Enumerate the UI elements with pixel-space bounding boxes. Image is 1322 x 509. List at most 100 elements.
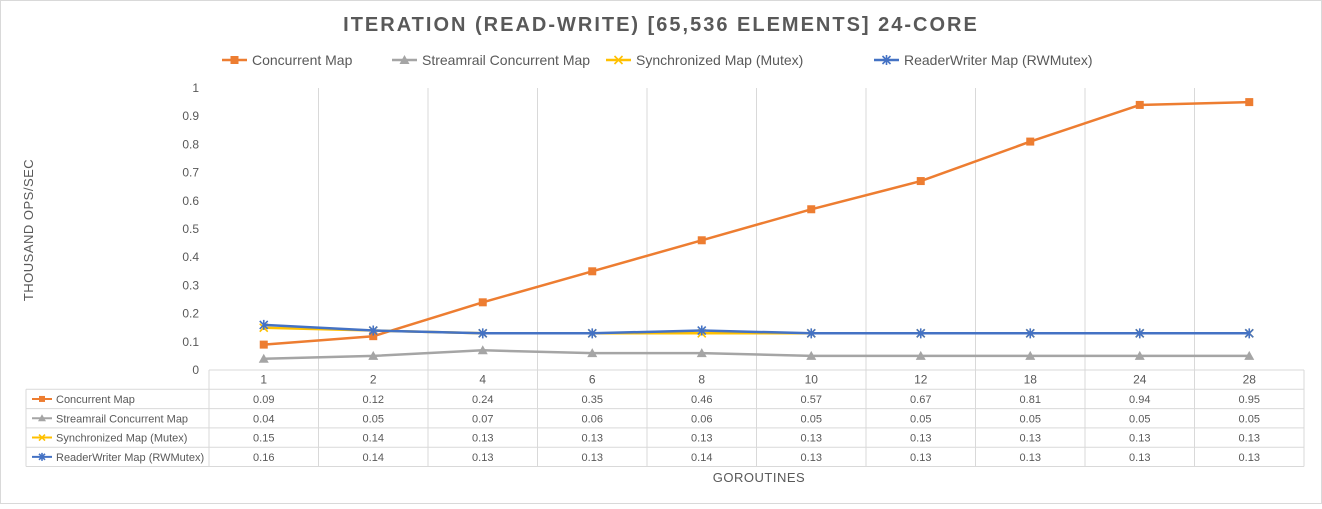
table-cell-value: 0.57 [801, 394, 822, 406]
data-point [915, 350, 926, 360]
x-tick-label: 2 [370, 373, 377, 387]
table-row-synchronized-map-mutex: Synchronized Map (Mutex) 0.15 0.14 0.13 0.13… [32, 433, 1260, 445]
table-cell-value: 0.81 [1020, 394, 1041, 406]
x-tick-label: 28 [1243, 373, 1257, 387]
data-point [1135, 100, 1144, 109]
table-cell-value: 0.94 [1129, 394, 1150, 406]
table-cell-value: 0.14 [691, 452, 712, 464]
y-tick-label: 0.9 [182, 109, 199, 123]
table-series-label: Streamrail Concurrent Map [56, 413, 188, 425]
table-cell-value: 0.13 [801, 433, 822, 445]
data-point [916, 328, 926, 339]
data-point [477, 345, 488, 355]
legend-label: Concurrent Map [252, 52, 353, 68]
data-point [1244, 328, 1254, 339]
table-cell-value: 0.46 [691, 394, 712, 406]
table-cell-value: 0.09 [253, 394, 274, 406]
table-cell-value: 0.35 [582, 394, 603, 406]
y-tick-label: 0.6 [182, 194, 199, 208]
data-point [259, 340, 268, 349]
series-line [263, 100, 1250, 346]
data-point [588, 267, 597, 276]
table-legend-marker [39, 395, 45, 402]
table-cell-value: 0.05 [1239, 413, 1260, 425]
legend-label: Synchronized Map (Mutex) [636, 52, 803, 68]
table-row-readerwriter-map-rwmutex: ReaderWriter Map (RWMutex) 0.16 0.14 0.13 0.… [32, 452, 1260, 464]
table-cell-value: 0.13 [1129, 452, 1150, 464]
y-tick-label: 0 [192, 363, 199, 377]
legend-marker [399, 55, 410, 64]
data-point [259, 319, 269, 330]
data-point [916, 177, 925, 186]
chart-title: ITERATION (READ-WRITE) [65,536 ELEMENTS]… [343, 14, 979, 36]
table-cell-value: 0.12 [363, 394, 384, 406]
table-cell-value: 0.07 [472, 413, 493, 425]
table-cell-value: 0.13 [582, 452, 603, 464]
table-cell-value: 0.13 [1239, 452, 1260, 464]
x-tick-label: 12 [914, 373, 928, 387]
series-line [263, 349, 1250, 360]
x-tick-label: 1 [260, 373, 267, 387]
plot-area: 0 0.1 0.2 0.3 0.4 0.5 0.6 0.7 0.8 0.9 1 [182, 81, 1255, 377]
table-cell-value: 0.05 [1020, 413, 1041, 425]
x-axis-title: GOROUTINES [713, 470, 805, 485]
data-point [368, 350, 379, 360]
table-cell-value: 0.14 [363, 452, 384, 464]
y-tick-label: 0.3 [182, 278, 199, 292]
data-point [478, 298, 487, 307]
table-row-streamrail-concurrent-map: Streamrail Concurrent Map 0.04 0.05 0.07 0.0… [32, 413, 1260, 425]
legend-marker [230, 56, 239, 64]
data-point [587, 348, 598, 358]
y-axis-title: THOUSAND OPS/SEC [21, 159, 36, 301]
table-cell-value: 0.13 [472, 452, 493, 464]
y-tick-label: 0.4 [182, 250, 199, 264]
legend-marker [881, 55, 892, 65]
table-cell-value: 0.13 [472, 433, 493, 445]
data-point [1244, 350, 1255, 360]
table-cell-value: 0.13 [691, 433, 712, 445]
data-point [258, 353, 269, 363]
data-point [587, 328, 597, 339]
table-cell-value: 0.15 [253, 433, 274, 445]
table-legend-marker [38, 433, 46, 442]
data-point [368, 325, 378, 336]
y-tick-label: 0.2 [182, 307, 199, 321]
y-tick-label: 0.5 [182, 222, 199, 236]
table-cell-value: 0.95 [1239, 394, 1260, 406]
table-row-concurrent-map: Concurrent Map 0.09 0.12 0.24 0.35 0.46 0.57 0.… [32, 394, 1260, 406]
legend-label: ReaderWriter Map (RWMutex) [904, 52, 1093, 68]
legend-item-synchronized-map-mutex: Synchronized Map (Mutex) [606, 52, 803, 68]
table-cell-value: 0.13 [1239, 433, 1260, 445]
data-point [697, 236, 706, 245]
y-tick-label: 0.1 [182, 335, 199, 349]
data-point [696, 348, 707, 358]
data-point [1134, 350, 1145, 360]
series-readerwriter-map-rwmutex [259, 319, 1254, 339]
data-point [806, 350, 817, 360]
table-cell-value: 0.13 [910, 433, 931, 445]
legend-item-readerwriter-map-rwmutex: ReaderWriter Map (RWMutex) [874, 52, 1093, 68]
data-point [1025, 350, 1036, 360]
x-tick-label: 24 [1133, 373, 1147, 387]
y-tick-label: 0.7 [182, 166, 199, 180]
table-cell-value: 0.06 [582, 413, 603, 425]
table-cell-value: 0.05 [910, 413, 931, 425]
table-legend-marker [38, 414, 46, 422]
x-tick-label: 4 [479, 373, 486, 387]
y-tick-label: 0.8 [182, 137, 199, 151]
legend-marker [613, 55, 624, 65]
table-cell-value: 0.06 [691, 413, 712, 425]
table-cell-value: 0.67 [910, 394, 931, 406]
table-series-label: ReaderWriter Map (RWMutex) [56, 452, 204, 464]
table-cell-value: 0.14 [363, 433, 384, 445]
data-point [806, 328, 816, 339]
series-streamrail-concurrent-map [258, 345, 1255, 363]
data-point [369, 332, 378, 341]
table-cell-value: 0.13 [582, 433, 603, 445]
table-cell-value: 0.13 [1129, 433, 1150, 445]
table-cell-value: 0.13 [1020, 433, 1041, 445]
table-cell-value: 0.04 [253, 413, 274, 425]
data-point [478, 328, 488, 339]
